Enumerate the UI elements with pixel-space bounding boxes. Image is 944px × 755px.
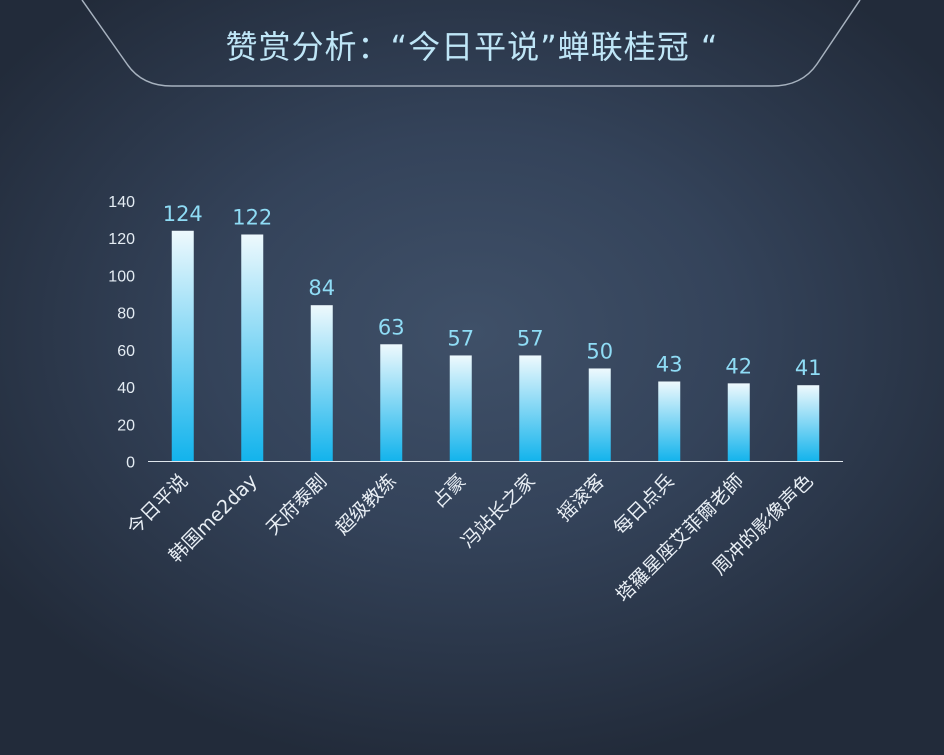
value-label: 57 [447,326,474,350]
x-tick-label: 超级教练 [331,470,400,539]
bar [310,305,333,462]
x-tick-label: 占豪 [428,470,470,512]
bar [797,385,820,462]
y-tick-label: 140 [108,194,135,211]
value-label: 42 [725,354,752,378]
bar [658,381,681,462]
bar [241,234,264,462]
bar [727,383,750,462]
value-label: 124 [163,202,203,226]
value-label: 84 [308,276,335,300]
x-tick-label: 每日点兵 [609,470,678,539]
value-label: 43 [656,352,683,376]
x-tick-label: 今日平说 [123,470,192,539]
title-frame [81,0,861,87]
y-tick-label: 100 [108,268,135,285]
x-tick-label: 冯站长之家 [457,470,540,553]
x-tick-label: 摇滚客 [553,470,609,526]
bar [380,344,403,462]
bar [519,355,542,462]
value-label: 63 [378,315,405,339]
y-tick-label: 120 [108,231,135,248]
chart-title: 赞赏分析：“今日平说”蝉联桂冠 “ [225,28,719,66]
bar [449,355,472,462]
y-tick-label: 20 [117,417,135,434]
bars [171,230,820,462]
bar [171,230,194,462]
bar [588,368,611,462]
y-tick-label: 0 [126,455,135,472]
value-labels: 124 122 84 63 57 57 50 43 42 41 [163,202,822,380]
y-axis-ticks: 0 20 40 60 80 100 120 140 [108,194,135,472]
x-tick-label: 天府泰剧 [262,470,331,539]
value-label: 57 [517,326,544,350]
value-label: 122 [232,205,272,229]
value-label: 41 [795,356,822,380]
value-label: 50 [586,339,613,363]
y-tick-label: 60 [117,343,135,360]
y-tick-label: 40 [117,380,135,397]
y-tick-label: 80 [117,306,135,323]
x-tick-label: 塔羅星座艾菲爾老師 [612,470,748,606]
